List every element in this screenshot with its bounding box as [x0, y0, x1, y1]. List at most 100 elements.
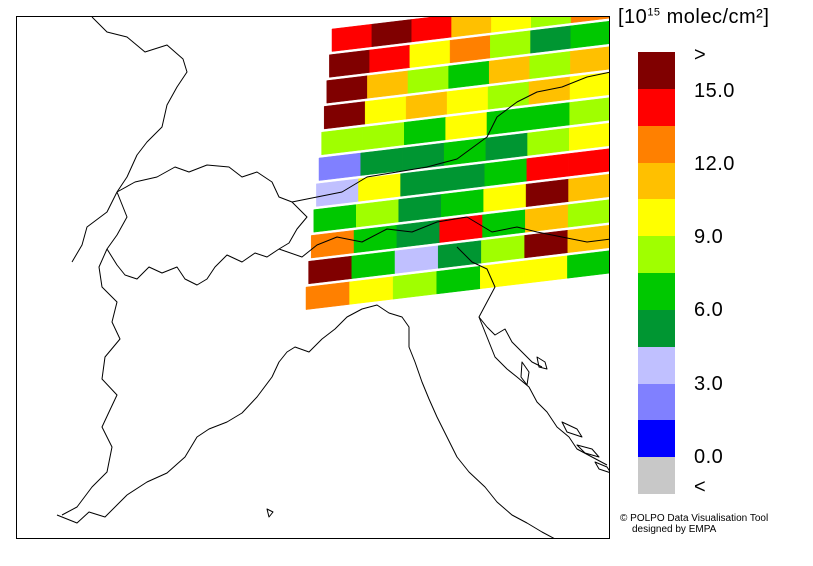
border-austria — [291, 71, 609, 203]
swath-pixel — [486, 107, 529, 136]
coastline-adriatic-east — [478, 316, 608, 466]
swath-pixel — [451, 17, 492, 38]
swath-pixel — [362, 122, 405, 151]
legend-unit-suffix: molec/cm²] — [660, 6, 770, 28]
coastline-italy — [56, 304, 555, 538]
swath-pixel — [528, 102, 570, 131]
legend-label-6: 6.0 — [694, 299, 724, 321]
island-elba — [266, 508, 274, 518]
swath-pixel — [567, 225, 609, 253]
swath-pixel — [394, 245, 439, 274]
legend-label-9: 9.0 — [694, 226, 724, 248]
swath-pixel — [326, 75, 368, 104]
island-dalmatia-2 — [576, 444, 600, 458]
legend-swatch — [638, 273, 675, 310]
legend-swatch — [638, 236, 675, 274]
color-scale — [638, 52, 675, 495]
swath-pixel — [310, 230, 355, 259]
swath-pixel — [308, 255, 353, 285]
swath-pixel — [409, 40, 451, 68]
credit-line-2: designed by EMPA — [632, 524, 717, 535]
swath-pixel — [528, 76, 571, 105]
legend-swatch — [638, 309, 675, 347]
swath-pixel — [313, 204, 357, 233]
swath-pixel — [569, 123, 609, 151]
swath-pixel — [570, 21, 609, 49]
legend-swatch — [638, 420, 675, 458]
legend-swatch — [638, 88, 675, 126]
swath-pixel — [568, 148, 609, 177]
swath-pixel — [524, 229, 569, 259]
map-panel[interactable] — [16, 16, 610, 539]
coastline-istria — [486, 326, 543, 368]
legend-label-0: 0.0 — [694, 446, 724, 468]
legend-unit-exponent: 15 — [647, 6, 661, 19]
swath-pixel — [529, 51, 571, 80]
legend-label-12: 12.0 — [694, 153, 735, 175]
swath-pixel — [482, 209, 526, 238]
swath-pixel — [525, 204, 569, 233]
swath-pixel — [523, 255, 568, 284]
legend-label-below: < — [694, 476, 707, 498]
swath-pixel — [392, 271, 437, 300]
swath-pixel — [369, 44, 411, 73]
swath-pixel — [321, 127, 364, 156]
legend-unit-base: [10 — [618, 6, 648, 28]
swath-pixel — [367, 70, 409, 99]
swath-pixel — [491, 17, 532, 33]
swath-pixel — [371, 19, 412, 47]
island-dalmatia-1 — [561, 421, 583, 438]
swath-pixel — [488, 55, 531, 84]
legend-swatch — [638, 383, 675, 421]
legend-swatch — [638, 346, 675, 384]
swath-pixel — [360, 147, 403, 176]
swath-pixel — [331, 23, 373, 52]
swath-pixel — [440, 189, 484, 218]
legend-swatch — [638, 162, 675, 200]
no2-column-map[interactable] — [17, 17, 610, 539]
swath-pixel — [570, 17, 609, 24]
swath-pixel — [349, 276, 394, 305]
swath-pixel — [407, 65, 449, 94]
swath-pixel — [404, 117, 446, 146]
swath-pixel — [437, 240, 482, 269]
swath-pixel — [527, 127, 570, 156]
legend-swatch — [638, 199, 675, 237]
swath-pixel — [481, 235, 525, 264]
swath-pixel — [448, 60, 490, 89]
swath-pixel — [436, 265, 481, 295]
swath-pixel — [356, 199, 399, 228]
border-france-italy — [61, 191, 128, 516]
legend-label-3: 3.0 — [694, 373, 724, 395]
credit-text: © POLPO Data Visualisation Tool designed… — [620, 513, 768, 535]
swath-pixel — [530, 25, 572, 54]
swath-pixel — [487, 81, 530, 110]
swath-pixel — [568, 174, 609, 202]
swath-pixel — [411, 17, 452, 43]
swath-pixel — [526, 153, 570, 182]
swath-pixel — [445, 112, 488, 141]
swath-pixel — [567, 250, 609, 279]
swath-pixel — [396, 219, 440, 248]
island-dalmatia-3 — [594, 461, 609, 473]
credit-line-1: © POLPO Data Visualisation Tool — [620, 513, 769, 524]
swath-pixel — [329, 49, 370, 78]
swath-pixel — [318, 152, 361, 181]
swath-pixel — [439, 214, 483, 243]
swath-pixel — [400, 168, 443, 197]
swath-pixel — [405, 91, 448, 120]
swath-pixel — [305, 281, 350, 310]
swath-pixel — [484, 158, 528, 187]
legend-swatch — [638, 457, 675, 495]
swath-pixel — [485, 132, 528, 161]
swath-pixel — [364, 96, 407, 125]
swath-pixel — [525, 178, 569, 207]
satellite-swath-layer — [305, 17, 609, 310]
swath-pixel — [480, 260, 525, 289]
swath-pixel — [490, 30, 531, 59]
swath-pixel — [449, 35, 491, 64]
swath-pixel — [570, 46, 609, 75]
border-france-north — [71, 17, 188, 263]
swath-pixel — [569, 97, 609, 126]
island-krk — [536, 356, 548, 370]
